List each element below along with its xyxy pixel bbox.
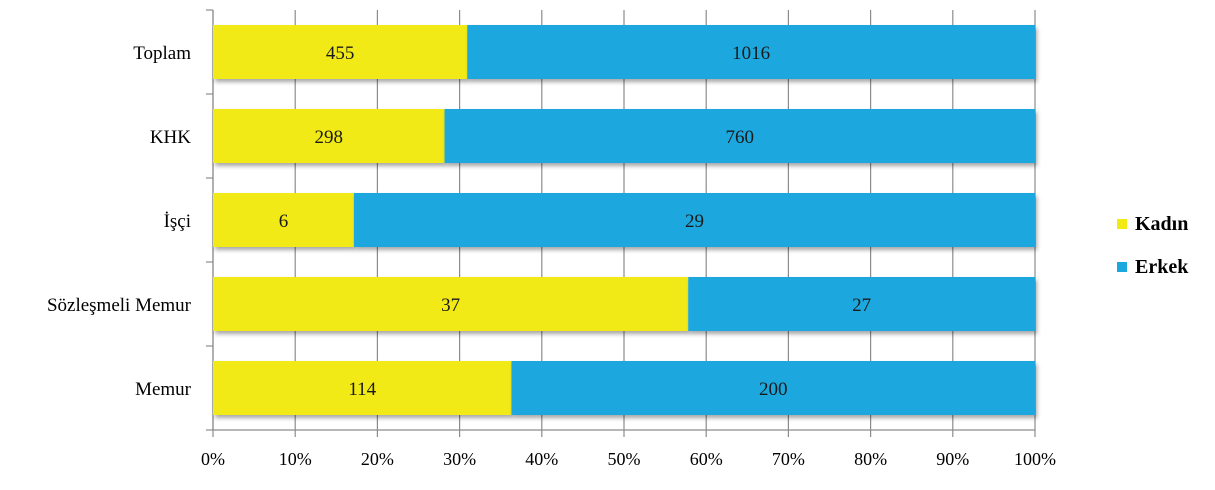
x-tick-label: 50% [608,449,641,469]
x-tick-label: 80% [854,449,887,469]
data-label: 1016 [732,43,770,64]
data-label: 455 [326,43,355,64]
data-label: 200 [759,379,788,400]
data-label: 37 [441,295,460,316]
legend-label: Erkek [1135,256,1189,278]
data-label: 29 [685,211,704,232]
x-tick-label: 70% [772,449,805,469]
category-label: İşçi [164,211,191,232]
x-tick-label: 40% [525,449,558,469]
x-tick-label: 20% [361,449,394,469]
x-tick-label: 60% [690,449,723,469]
x-tick-label: 0% [201,449,225,469]
data-label: 27 [852,295,871,316]
category-label: Memur [135,379,192,400]
legend-swatch [1117,262,1127,272]
x-tick-label: 30% [443,449,476,469]
category-label: Sözleşmeli Memur [47,295,192,316]
legend-swatch [1117,219,1127,229]
category-label: Toplam [133,43,191,64]
x-tick-label: 10% [279,449,312,469]
data-label: 760 [726,127,755,148]
data-label: 114 [348,379,376,400]
x-tick-label: 100% [1014,449,1056,469]
category-label: KHK [150,127,191,148]
legend-label: Kadın [1135,213,1188,235]
legend: Kadın Erkek [1117,213,1189,278]
x-tick-label: 90% [936,449,969,469]
data-label: 298 [315,127,344,148]
data-label: 6 [279,211,289,232]
